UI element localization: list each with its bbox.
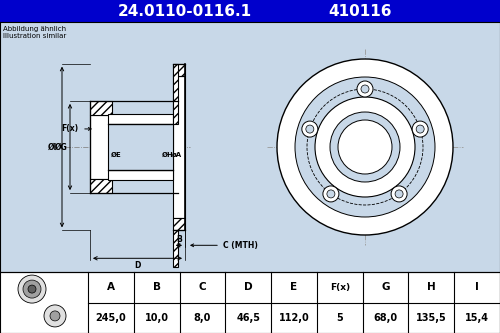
Circle shape [395,190,403,198]
Text: Illustration similar: Illustration similar [3,33,66,39]
Circle shape [50,311,60,321]
Circle shape [416,125,424,133]
Bar [0,0,500,22]
Text: 10,0: 10,0 [144,313,169,323]
Circle shape [330,112,400,182]
Circle shape [327,190,335,198]
Text: øA: øA [172,152,182,158]
Text: G: G [382,282,390,292]
Text: D: D [244,282,252,292]
Bar [90,115,112,179]
Text: ØI: ØI [48,143,58,152]
Circle shape [28,285,36,293]
Bar [90,101,112,115]
Bar [90,179,112,193]
Text: 112,0: 112,0 [278,313,310,323]
Text: B: B [176,235,182,244]
Text: ØE: ØE [110,152,122,158]
Text: 8,0: 8,0 [194,313,211,323]
Bar [173,64,178,124]
Text: 68,0: 68,0 [374,313,398,323]
Text: D: D [134,261,140,270]
Text: 245,0: 245,0 [96,313,126,323]
Text: B: B [152,282,160,292]
Circle shape [357,81,373,97]
Text: A: A [107,282,115,292]
Text: I: I [475,282,479,292]
Text: 410116: 410116 [328,4,392,19]
Text: F(x): F(x) [61,125,78,134]
Text: Ate: Ate [354,171,406,199]
Bar [108,124,173,170]
Text: H: H [427,282,436,292]
Circle shape [18,275,46,303]
Bar [173,76,185,218]
Circle shape [295,77,435,217]
Circle shape [391,186,407,202]
Bar [108,170,173,180]
Circle shape [338,120,392,174]
Text: 24.0110-0116.1: 24.0110-0116.1 [118,4,252,19]
Text: C (MTH): C (MTH) [223,241,258,250]
Circle shape [302,121,318,137]
Circle shape [44,305,66,327]
Bar [173,218,185,230]
Text: ØH: ØH [162,152,173,158]
Text: ®: ® [393,170,403,180]
Circle shape [23,280,41,298]
Bar [0,22,500,272]
Bar [0,272,500,333]
Text: 15,4: 15,4 [465,313,489,323]
Text: C: C [198,282,206,292]
Text: E: E [290,282,298,292]
Circle shape [412,121,428,137]
Circle shape [277,59,453,235]
Text: 46,5: 46,5 [236,313,260,323]
Bar [108,114,173,124]
Circle shape [315,97,415,197]
Bar [173,64,185,76]
Circle shape [306,125,314,133]
Text: 135,5: 135,5 [416,313,446,323]
Bar [173,230,178,266]
Text: Abbildung ähnlich: Abbildung ähnlich [3,26,66,32]
Text: 5: 5 [336,313,343,323]
Text: ØG: ØG [54,143,68,152]
Circle shape [323,186,339,202]
Text: F(x): F(x) [330,283,350,292]
Circle shape [361,85,369,93]
